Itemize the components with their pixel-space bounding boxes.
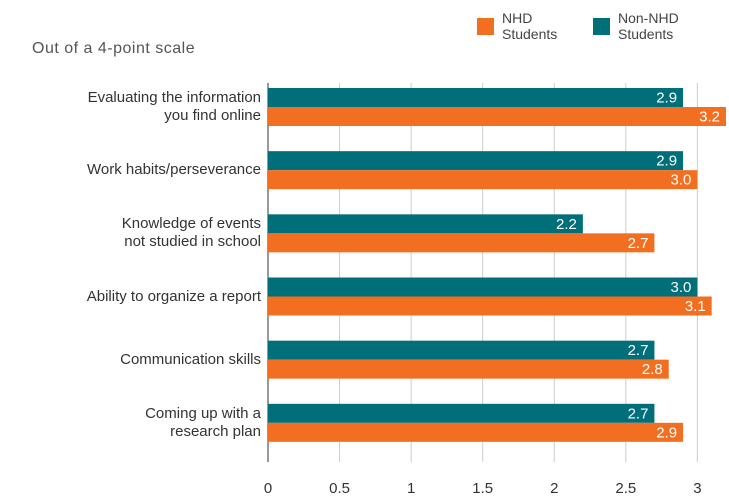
value-label: 2.7 xyxy=(628,235,649,252)
value-label: 2.7 xyxy=(628,342,649,359)
x-tick-label: 0.5 xyxy=(329,480,350,497)
x-tick-label: 1 xyxy=(407,480,415,497)
legend-swatch xyxy=(593,18,610,35)
value-label: 3.1 xyxy=(685,298,706,315)
bar xyxy=(268,170,698,190)
legend-label: Non-NHD Students xyxy=(618,10,679,42)
value-label: 3.0 xyxy=(671,172,692,189)
y-tick-label: Knowledge of events not studied in schoo… xyxy=(121,215,261,251)
value-label: 2.8 xyxy=(642,361,663,378)
y-tick-label: Coming up with a research plan xyxy=(145,404,261,440)
bar xyxy=(268,214,583,234)
bar xyxy=(268,403,655,423)
bar xyxy=(268,151,684,171)
legend-swatch xyxy=(477,18,494,35)
bar xyxy=(268,296,712,316)
legend-label: NHD Students xyxy=(502,10,558,42)
bar xyxy=(268,88,684,107)
y-tick-label: Ability to organize a report xyxy=(86,287,261,305)
value-label: 2.9 xyxy=(656,89,677,106)
bar xyxy=(268,340,655,360)
bar xyxy=(268,277,698,297)
x-tick-label: 0 xyxy=(264,480,272,497)
value-label: 3.0 xyxy=(671,279,692,296)
y-tick-label: Work habits/perseverance xyxy=(87,161,261,179)
bar xyxy=(268,359,669,379)
y-tick-label: Evaluating the information you find onli… xyxy=(87,89,261,124)
subtitle: Out of a 4-point scale xyxy=(32,40,196,57)
y-tick-label: Communication skills xyxy=(120,350,261,368)
value-label: 2.2 xyxy=(556,216,577,233)
value-label: 2.7 xyxy=(628,405,649,422)
x-tick-label: 1.5 xyxy=(472,480,493,497)
x-tick-label: 3 xyxy=(693,480,701,497)
value-label: 2.9 xyxy=(656,424,677,441)
x-tick-label: 2.5 xyxy=(615,480,636,497)
bar xyxy=(268,233,655,253)
bar xyxy=(268,422,684,442)
value-label: 2.9 xyxy=(656,153,677,170)
bar xyxy=(268,107,726,126)
value-label: 3.2 xyxy=(699,108,720,125)
x-tick-label: 2 xyxy=(550,480,558,497)
